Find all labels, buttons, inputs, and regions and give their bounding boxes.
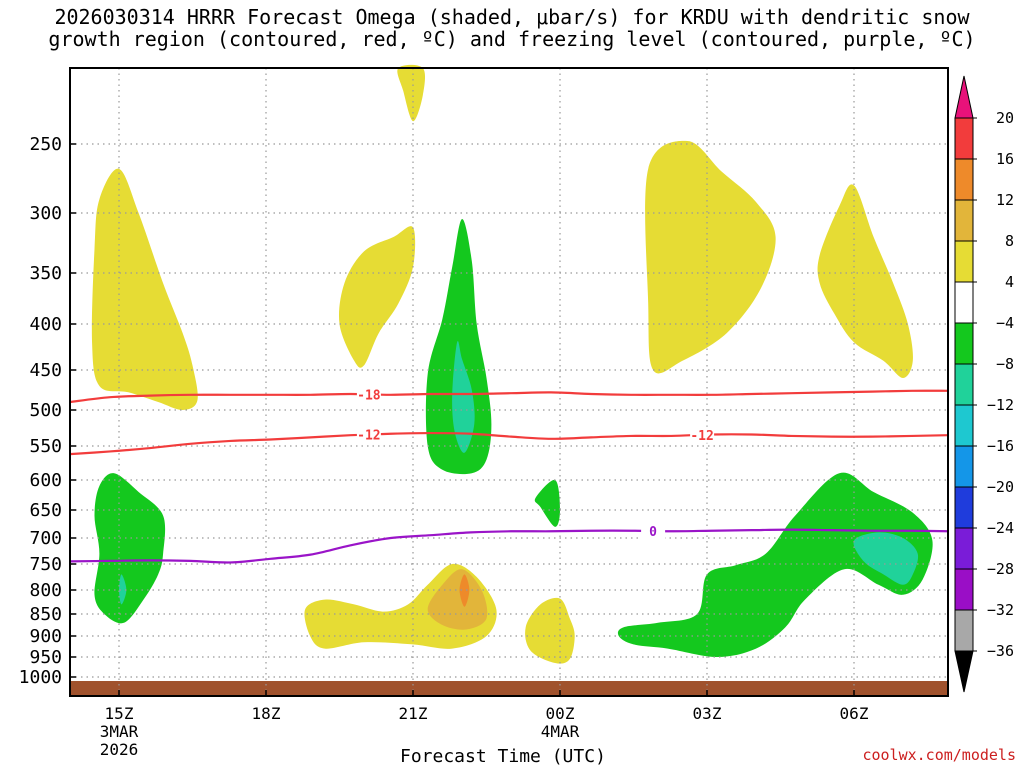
y-tick-label: 800 — [29, 580, 62, 601]
gridlines — [70, 68, 948, 696]
colorbar-bin — [954, 404, 974, 447]
x-tick-date: 4MAR — [541, 722, 580, 741]
y-tick-label: 350 — [29, 263, 62, 284]
x-tick-year: 2026 — [100, 740, 139, 759]
colorbar-label: −4 — [996, 314, 1014, 332]
omega-region-teal-06z — [853, 532, 919, 585]
omega-shading — [91, 64, 933, 664]
y-tick-label: 250 — [29, 134, 62, 155]
omega-region-yellow-2030z — [338, 226, 416, 368]
omega-region-yellow-02z — [645, 140, 776, 374]
x-tick-label: 18Z — [252, 704, 281, 723]
colorbar-bin — [954, 199, 974, 242]
colorbar-bin — [954, 568, 974, 611]
y-tick-label: 750 — [29, 554, 62, 575]
colorbar-label: 8 — [1005, 232, 1014, 250]
colorbar: 20 16 12 8 4 −4 −8 −12 −16 −20 −24 −28 −32 −36 — [954, 75, 1014, 693]
x-tick-label: 00Z — [546, 704, 575, 723]
y-axis: 2503003504004505005506006507007508008509… — [19, 134, 76, 688]
x-axis-label: Forecast Time (UTC) — [400, 746, 606, 767]
x-tick-label: 03Z — [693, 704, 722, 723]
y-tick-label: 300 — [29, 203, 62, 224]
freezing-level-label-bg — [641, 523, 666, 540]
colorbar-bin — [954, 445, 974, 488]
dgz-minus18-contour — [69, 389, 949, 404]
y-tick-label: 1000 — [19, 667, 62, 688]
omega-region-green-15z — [94, 473, 166, 624]
omega-region-teal-2230z — [452, 341, 475, 453]
omega-region-green-03z — [617, 472, 933, 657]
dgz-minus12-label-2-bg — [690, 426, 715, 443]
x-tick-label: 15Z — [105, 704, 134, 723]
dgz-minus12-contour — [69, 431, 949, 456]
colorbar-top-triangle — [954, 75, 974, 119]
colorbar-bin — [954, 363, 974, 406]
x-tick-label: 06Z — [840, 704, 869, 723]
colorbar-bin — [954, 527, 974, 570]
colorbar-bin — [954, 117, 974, 160]
colorbar-label: −16 — [987, 437, 1014, 455]
colorbar-bin — [954, 158, 974, 201]
colorbar-label: −12 — [987, 396, 1014, 414]
y-tick-label: 900 — [29, 626, 62, 647]
colorbar-bin — [954, 322, 974, 365]
y-tick-label: 700 — [29, 528, 62, 549]
omega-region-green-00z — [534, 479, 560, 527]
x-tick-date: 3MAR — [100, 722, 139, 741]
omega-region-yellow-top — [397, 64, 426, 122]
dgz-minus12-label-1: -12 — [357, 429, 380, 444]
omega-region-teal-15z — [119, 574, 127, 605]
colorbar-bottom-triangle — [954, 650, 974, 693]
colorbar-label: −20 — [987, 478, 1014, 496]
dgz-minus12-label-1-bg — [356, 426, 381, 443]
colorbar-bin — [954, 240, 974, 283]
ground-surface — [70, 681, 948, 696]
y-tick-label: 850 — [29, 604, 62, 625]
credit-text: coolwx.com/models — [862, 746, 1016, 764]
plot-frame — [69, 67, 949, 697]
colorbar-label: 20 — [996, 109, 1014, 127]
x-tick-label: 21Z — [399, 704, 428, 723]
colorbar-bin — [954, 281, 974, 324]
freezing-level-label: 0 — [649, 525, 657, 540]
y-tick-label: 950 — [29, 647, 62, 668]
colorbar-bin — [954, 486, 974, 529]
y-tick-label: 600 — [29, 470, 62, 491]
colorbar-label: −36 — [987, 642, 1014, 660]
omega-region-yellow-06z — [817, 184, 913, 378]
y-tick-label: 650 — [29, 500, 62, 521]
colorbar-label: 4 — [1005, 273, 1014, 291]
colorbar-label: −8 — [996, 355, 1014, 373]
colorbar-label: −32 — [987, 601, 1014, 619]
chart-title-line1: 2026030314 HRRR Forecast Omega (shaded, … — [54, 5, 970, 29]
dgz-minus18-label-bg — [356, 386, 381, 403]
chart-title: 2026030314 HRRR Forecast Omega (shaded, … — [0, 6, 1024, 50]
colorbar-label: −24 — [987, 519, 1014, 537]
contour-lines — [69, 389, 949, 564]
freezing-level-contour — [69, 528, 949, 564]
colorbar-bin — [954, 609, 974, 652]
y-tick-label: 500 — [29, 400, 62, 421]
omega-region-yellow-15z — [91, 168, 198, 411]
colorbar-label: 16 — [996, 150, 1014, 168]
omega-region-yellow-00z — [525, 597, 575, 664]
y-tick-label: 450 — [29, 360, 62, 381]
omega-region-orange-core — [459, 574, 470, 607]
colorbar-label: 12 — [996, 191, 1014, 209]
dgz-minus18-label: -18 — [357, 388, 381, 403]
dgz-minus12-label-2: -12 — [690, 429, 713, 444]
chart-title-line2: growth region (contoured, red, ºC) and f… — [48, 27, 976, 51]
y-tick-label: 400 — [29, 314, 62, 335]
colorbar-label: −28 — [987, 560, 1014, 578]
y-tick-label: 550 — [29, 436, 62, 457]
